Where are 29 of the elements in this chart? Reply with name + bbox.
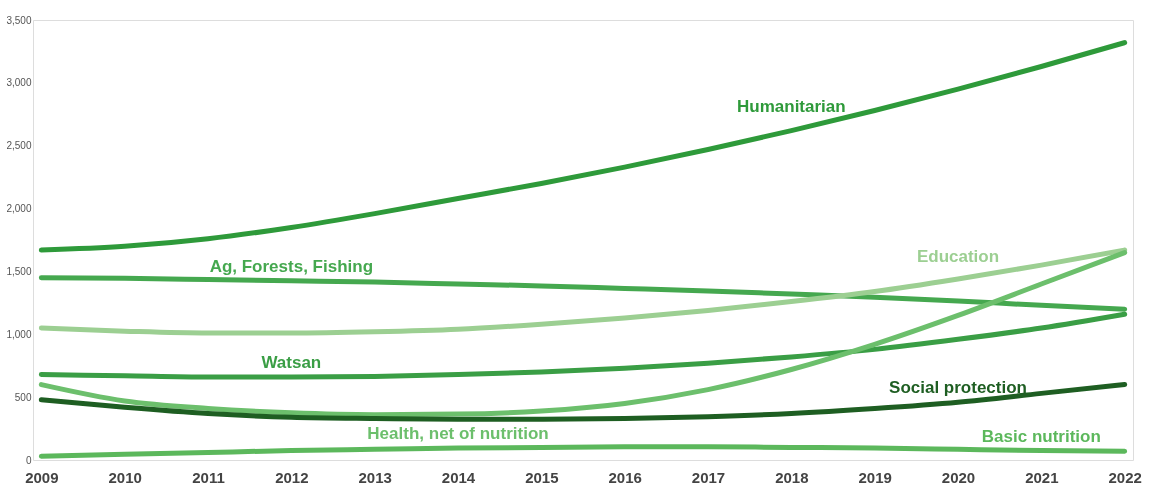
- series-label: Education: [916, 246, 1000, 266]
- x-tick-label: 2019: [858, 468, 892, 486]
- series-label: Humanitarian: [737, 96, 846, 116]
- series-label: Basic nutrition: [981, 426, 1101, 446]
- y-tick-label: 1,000: [6, 328, 32, 340]
- x-tick-label: 2014: [441, 468, 476, 486]
- x-tick-label: 2017: [691, 468, 726, 486]
- series-label: Watsan: [261, 353, 322, 373]
- series-label: Social protection: [889, 378, 1027, 398]
- series-label: Ag, Forests, Fishing: [209, 256, 374, 276]
- y-tick-label: 2,000: [6, 203, 32, 215]
- x-tick-label: 2011: [192, 468, 225, 486]
- x-tick-label: 2009: [25, 468, 59, 486]
- x-tick-label: 2015: [525, 468, 559, 486]
- x-tick-label: 2012: [275, 468, 309, 486]
- y-tick-label: 1,500: [6, 265, 32, 277]
- y-tick-label: 2,500: [6, 140, 32, 152]
- x-tick-label: 2018: [775, 468, 809, 486]
- x-tick-label: 2021: [1025, 468, 1059, 486]
- x-tick-label: 2020: [941, 468, 976, 486]
- series-label: Health, net of nutrition: [367, 424, 549, 444]
- x-tick-label: 2016: [608, 468, 642, 486]
- x-tick-label: 2013: [358, 468, 392, 486]
- x-tick-label: 2022: [1108, 468, 1142, 486]
- y-tick-label: 3,000: [6, 77, 32, 89]
- y-tick-label: 3,500: [6, 14, 32, 26]
- y-tick-label: 0: [25, 454, 32, 466]
- y-tick-label: 500: [14, 391, 32, 403]
- x-tick-label: 2010: [108, 468, 142, 486]
